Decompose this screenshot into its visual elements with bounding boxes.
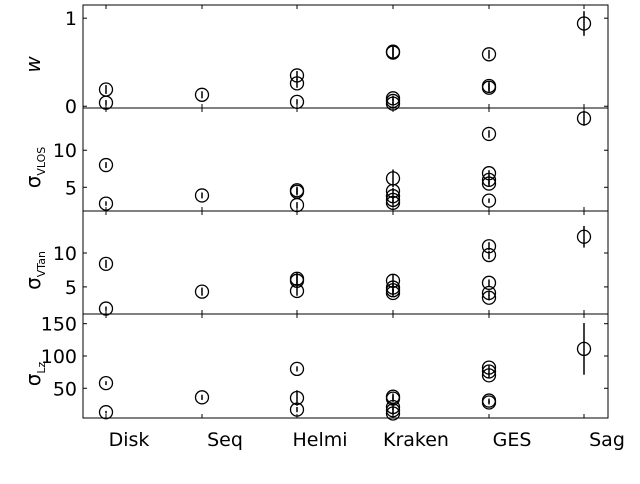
data-point-sigma-lz [481,395,497,410]
y-tick-label-sigma-vtan: 10 [53,243,77,265]
y-axis-label-w: w [21,56,45,73]
y-tick-label-sigma-vlos: 10 [53,140,77,162]
panel-frame-sigma-vtan [82,210,609,315]
data-point-sigma-lz [481,364,497,379]
data-point-sigma-lz [194,390,210,405]
x-tick-label-sag: Sag [589,429,625,451]
data-point-sigma-lz [385,406,401,421]
y-tick-label-w: 0 [65,96,77,118]
y-axis-label-main: w [21,56,45,73]
data-point-sigma-lz [289,361,305,377]
y-tick-label-w: 1 [65,8,77,30]
data-point-sigma-vtan [481,290,497,305]
data-point-w [194,87,210,102]
x-tick-label-seq: Seq [207,429,243,451]
y-axis-label-main: σ [21,175,45,188]
y-tick-label-sigma-vlos: 5 [65,177,77,199]
data-point-sigma-vlos [481,126,497,142]
data-point-sigma-vtan [194,284,210,299]
y-axis-label-subscript: VLOS [35,147,48,176]
y-axis-label-subscript: Lz [35,361,48,373]
data-point-sigma-vtan [289,283,305,299]
panel-frame-sigma-lz [82,313,609,419]
data-point-sigma-vlos [481,176,497,191]
data-point-sigma-lz [576,341,592,357]
y-tick-label-sigma-lz: 100 [41,346,77,368]
panel-frame-sigma-vlos [82,107,609,212]
data-point-sigma-vtan [385,285,401,301]
data-point-w [481,80,497,95]
data-point-sigma-vtan [481,275,497,290]
y-tick-label-sigma-lz: 150 [41,314,77,336]
data-point-sigma-lz [385,403,401,418]
data-point-sigma-vlos [194,188,210,203]
y-axis-label-sigma-vtan: σVTan [21,251,48,290]
y-axis-label-subscript: VTan [35,251,48,277]
data-point-sigma-vtan [98,256,114,272]
data-point-sigma-vlos [98,157,114,173]
x-tick-label-ges: GES [493,429,532,451]
data-point-w [576,16,592,31]
data-point-sigma-lz [98,375,114,391]
data-point-w [385,45,401,60]
data-point-sigma-lz [481,368,497,383]
data-point-sigma-vtan [481,247,497,263]
data-point-sigma-vlos [385,195,401,210]
data-point-sigma-vlos [481,193,497,208]
data-point-sigma-lz [289,390,305,406]
data-point-sigma-lz [289,402,305,417]
data-point-w [289,76,305,91]
y-tick-label-sigma-vtan: 5 [65,277,77,299]
data-point-w [481,47,497,62]
x-tick-label-helmi: Helmi [292,429,347,451]
y-axis-label-main: σ [21,277,45,290]
x-tick-label-kraken: Kraken [383,429,449,451]
y-axis-label-main: σ [21,373,45,386]
data-point-sigma-vlos [98,196,114,211]
y-axis-label-sigma-lz: σLz [21,361,48,386]
x-tick-label-disk: Disk [109,429,150,451]
y-tick-label-sigma-lz: 50 [53,378,77,400]
panel-frame-w [82,4,609,109]
data-point-sigma-vlos [576,111,592,126]
data-point-sigma-lz [98,405,114,420]
y-axis-label-sigma-vlos: σVLOS [21,147,48,189]
data-point-sigma-vtan [576,229,592,244]
